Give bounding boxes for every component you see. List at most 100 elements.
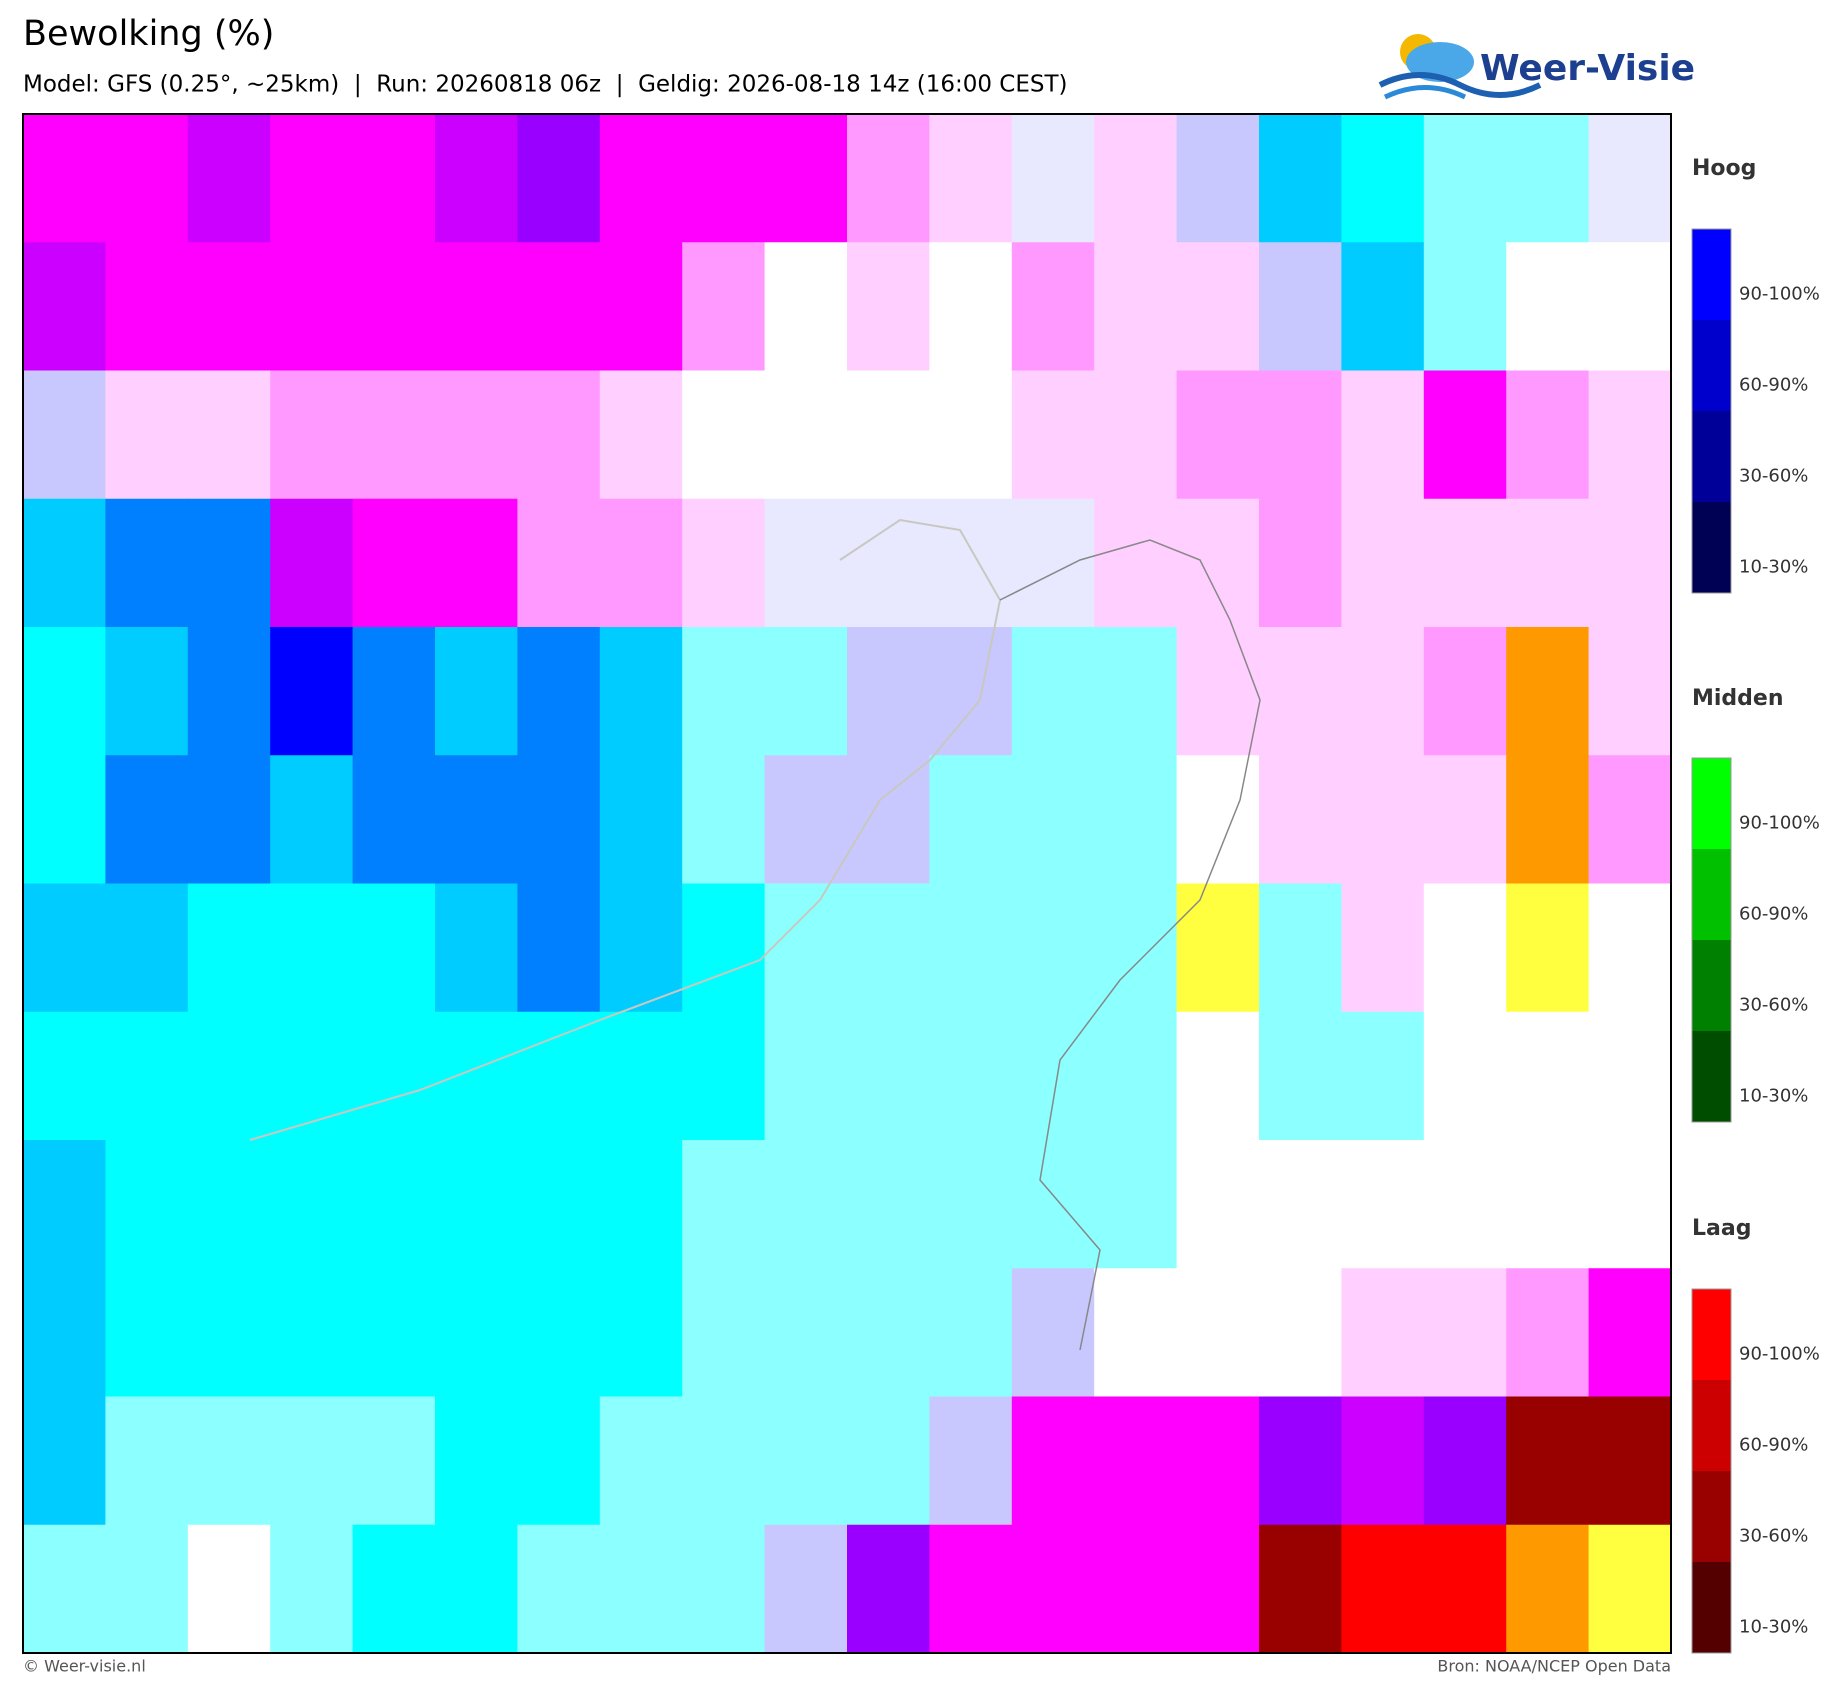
cloud-cell: [847, 1011, 930, 1141]
cloud-cell: [847, 242, 930, 371]
cloud-cell: [1094, 498, 1178, 628]
cloud-cell: [1094, 755, 1178, 884]
cloud-cell: [517, 114, 601, 243]
legend-label: 60-90%: [1739, 904, 1808, 925]
cloud-cell: [599, 114, 683, 243]
cloud-cell: [1341, 1524, 1425, 1654]
cloud-cell: [105, 370, 189, 500]
cloud-cell: [1506, 1524, 1590, 1654]
cloud-cell: [517, 1524, 601, 1654]
cloud-cell: [929, 1011, 1013, 1141]
cloud-cell: [1176, 883, 1260, 1013]
cloud-cell: [187, 1268, 271, 1397]
cloud-cell: [599, 1011, 683, 1141]
legend-swatch: [1692, 940, 1731, 1031]
cloud-cell: [435, 1396, 518, 1526]
cloud-cell: [1341, 498, 1425, 628]
cloud-cell: [847, 1268, 930, 1397]
cloud-cell: [599, 1268, 683, 1397]
cloud-cell: [23, 1268, 106, 1397]
cloud-cell: [1011, 242, 1095, 371]
cloud-cell: [435, 1140, 518, 1269]
legend-title: Hoog: [1692, 156, 1756, 181]
cloud-cell: [1423, 1524, 1507, 1654]
cloud-cell: [847, 627, 930, 756]
map-frame: [22, 113, 1672, 1654]
legend-frame: [1691, 1288, 1732, 1654]
cloud-cell: [23, 755, 106, 884]
cloud-cell: [435, 755, 518, 884]
cloud-cell: [1011, 1268, 1095, 1397]
cloud-cell: [105, 1524, 189, 1654]
cloud-cell: [682, 627, 766, 756]
cloud-cell: [1341, 370, 1425, 500]
cloud-cell: [599, 1524, 683, 1654]
cloud-cell: [187, 498, 271, 628]
cloud-cell: [1176, 370, 1260, 500]
cloud-cell: [1094, 1524, 1178, 1654]
cloud-cell: [1176, 627, 1260, 756]
cloud-cell: [1259, 498, 1342, 628]
cloud-cell: [1506, 1396, 1590, 1526]
cloud-cell: [1176, 1524, 1260, 1654]
cloud-cell: [929, 114, 1013, 243]
cloud-cell: [1094, 1011, 1178, 1141]
cloud-cell: [435, 627, 518, 756]
cloud-cell: [1176, 1011, 1260, 1141]
cloud-cell: [1506, 1268, 1590, 1397]
cloud-cell: [435, 370, 518, 500]
cloud-cell: [187, 1140, 271, 1269]
cloud-cell: [517, 498, 601, 628]
cloud-cell: [187, 627, 271, 756]
legend-label: 60-90%: [1739, 375, 1808, 396]
cloud-cell: [1588, 755, 1672, 884]
cloud-cell: [764, 370, 848, 500]
legend-label: 90-100%: [1739, 813, 1820, 834]
cloud-cell: [599, 883, 683, 1013]
cloud-cell: [1176, 1396, 1260, 1526]
cloud-cell: [1259, 1396, 1342, 1526]
legend-swatch: [1692, 320, 1731, 411]
cloud-cell: [1341, 114, 1425, 243]
cloud-cell: [1176, 1140, 1260, 1269]
cloud-cell: [1341, 1396, 1425, 1526]
cloud-cell: [1506, 627, 1590, 756]
cloud-cell: [435, 114, 518, 243]
cloud-cell: [1423, 1268, 1507, 1397]
legend-label: 10-30%: [1739, 1617, 1808, 1638]
legend-label: 10-30%: [1739, 557, 1808, 578]
cloud-cell: [23, 370, 106, 500]
cloud-cell: [1259, 755, 1342, 884]
coastline: [249, 518, 1002, 1141]
cloud-cell: [1094, 114, 1178, 243]
cloud-cell: [1588, 114, 1672, 243]
cloud-cell: [23, 114, 106, 243]
cloud-cell: [105, 627, 189, 756]
cloud-cell: [23, 1396, 106, 1526]
cloud-cell: [1588, 627, 1672, 756]
cloud-cell: [1011, 114, 1095, 243]
cloud-cell: [1094, 1268, 1178, 1397]
cloud-cell: [764, 883, 848, 1013]
cloud-cell: [764, 1396, 848, 1526]
cloud-cell: [682, 242, 766, 371]
cloud-cell: [682, 1140, 766, 1269]
legends: Hoog 90-100% 60-90% 30-60% 10-30% Midden 90-10…: [1691, 156, 1820, 1654]
cloud-cell: [1259, 114, 1342, 243]
cloud-cell: [929, 755, 1013, 884]
cloud-cell: [1588, 1396, 1672, 1526]
cloud-cell: [1341, 755, 1425, 884]
footer-left: © Weer-visie.nl: [23, 1657, 146, 1676]
cloud-cell: [105, 498, 189, 628]
cloud-cell: [1588, 242, 1672, 371]
cloud-cell: [517, 242, 601, 371]
legend-swatch: [1692, 1289, 1731, 1380]
cloud-cell: [1423, 883, 1507, 1013]
cloud-cell: [270, 498, 354, 628]
cloud-cell: [1423, 114, 1507, 243]
cloud-cell: [1588, 883, 1672, 1013]
cloud-cell: [929, 1396, 1013, 1526]
cloud-cell: [1423, 627, 1507, 756]
cloud-cell: [517, 1011, 601, 1141]
cloud-cell: [187, 883, 271, 1013]
